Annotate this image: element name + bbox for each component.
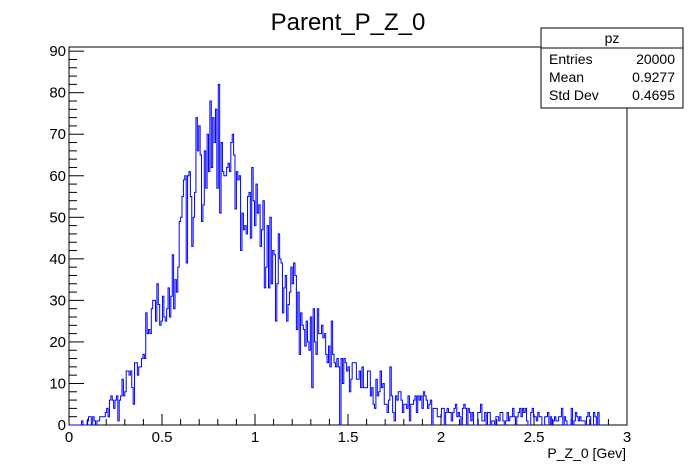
y-tick-label: 0 <box>58 417 66 434</box>
y-tick-label: 60 <box>49 168 66 185</box>
x-tick-label: 1.5 <box>338 429 359 446</box>
chart-title: Parent_P_Z_0 <box>271 9 426 36</box>
stats-entries-label: Entries <box>549 51 593 67</box>
y-tick-label: 90 <box>49 43 66 60</box>
x-tick-label: 1 <box>251 429 259 446</box>
x-tick-label: 0 <box>65 429 73 446</box>
y-axis: 0 10 20 30 40 50 60 70 80 90 <box>49 43 84 434</box>
stats-entries-value: 20000 <box>636 51 675 67</box>
stats-stddev-value: 0.4695 <box>632 87 675 103</box>
x-tick-label: 2 <box>437 429 445 446</box>
x-tick-label: 2.5 <box>524 429 545 446</box>
x-tick-label: 0.5 <box>152 429 173 446</box>
x-tick-label: 3 <box>623 429 631 446</box>
y-tick-label: 50 <box>49 209 66 226</box>
y-tick-label: 40 <box>49 251 66 268</box>
x-axis-title: P_Z_0 [Gev] <box>547 445 626 461</box>
stats-mean-label: Mean <box>549 69 584 85</box>
y-tick-label: 70 <box>49 126 66 143</box>
histogram-bins <box>69 84 601 425</box>
stats-box-title: pz <box>605 30 620 46</box>
stats-box: pz Entries 20000 Mean 0.9277 Std Dev 0.4… <box>540 27 684 109</box>
y-tick-label: 30 <box>49 292 66 309</box>
stats-stddev-label: Std Dev <box>549 87 599 103</box>
y-tick-label: 10 <box>49 375 66 392</box>
histogram-series-line <box>69 83 601 426</box>
y-tick-label: 20 <box>49 334 66 351</box>
stats-box-frame <box>540 27 684 109</box>
stats-mean-value: 0.9277 <box>632 69 675 85</box>
y-tick-label: 80 <box>49 85 66 102</box>
x-axis: 0 0.5 1 1.5 2 2.5 3 <box>65 414 631 446</box>
